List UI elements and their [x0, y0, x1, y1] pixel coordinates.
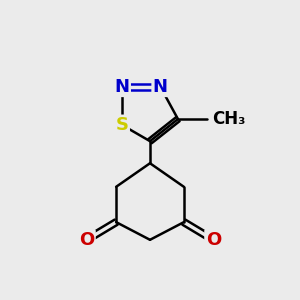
Text: CH₃: CH₃: [212, 110, 245, 128]
Text: O: O: [206, 231, 221, 249]
Text: N: N: [115, 78, 130, 96]
Text: O: O: [79, 231, 94, 249]
Text: S: S: [116, 116, 128, 134]
Text: N: N: [153, 78, 168, 96]
